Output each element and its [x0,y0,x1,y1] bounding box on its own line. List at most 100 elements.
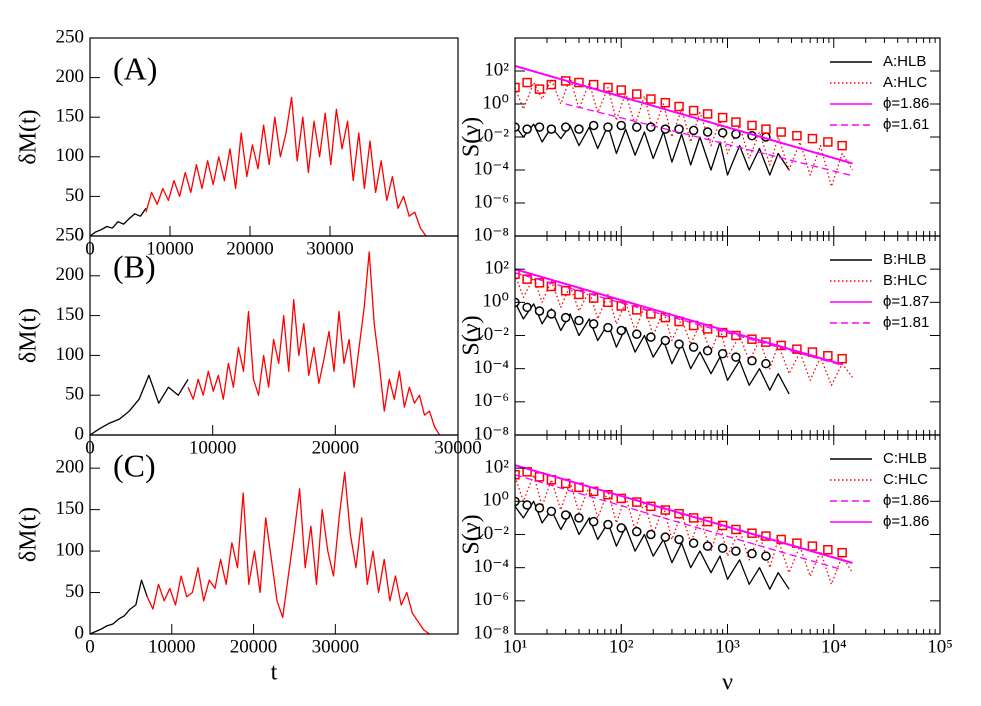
marker [546,309,557,319]
line-series [515,268,843,366]
marker [546,124,557,134]
y-axis-label: δM(t) [16,308,42,363]
marker [603,297,613,308]
y-tick-label: 10⁻⁸ [473,224,509,245]
legend-label: B:HLB [883,251,926,268]
marker [807,541,818,551]
marker [761,358,771,369]
x-tick-label: 10² [609,636,634,657]
line-series [515,272,843,366]
plot-area [90,96,427,236]
marker [823,137,833,147]
y-tick-label: 200 [56,457,85,478]
marker [702,127,713,137]
plot-area [515,65,854,188]
marker [632,305,642,315]
legend-label: B:HLC [883,272,927,289]
marker [747,356,757,366]
marker [534,278,545,288]
marker [560,122,571,132]
legend-label: C:HLC [883,471,928,488]
line-series [187,251,441,435]
panel-label: (C) [113,447,156,483]
y-tick-label: 10⁰ [482,92,509,113]
marker [632,89,642,99]
line-series [515,123,790,176]
marker [837,547,847,558]
x-tick-label: 30000 [306,238,354,259]
legend-label: C:HLB [883,450,927,467]
x-tick-label: 20000 [312,437,360,458]
frame [514,434,941,635]
marker [823,545,833,555]
y-tick-label: 10⁰ [482,490,509,511]
marker [534,122,545,132]
marker [603,489,613,500]
y-tick-label: 100 [56,344,85,365]
y-tick-label: 100 [56,539,85,560]
plot-area [515,464,854,590]
marker [747,120,757,131]
line-series [515,464,853,564]
marker [616,493,626,504]
line-series [90,207,147,236]
marker [522,77,532,88]
y-axis-label: S(ν) [459,117,485,157]
marker [534,84,545,94]
marker [632,526,642,537]
marker [588,516,599,527]
marker [717,112,728,123]
line-series [90,374,189,435]
legend-label: ϕ=1.86 [883,95,929,112]
marker [688,105,699,116]
marker [674,124,684,134]
marker [717,543,728,553]
panel: 10⁻⁸ 10⁻⁶ 10⁻⁴ 10⁻² 10⁰ 10² B:HLB B:HLC ϕ=1.87 ϕ=… [459,235,941,444]
y-tick-label: 10⁻⁶ [473,390,509,411]
y-tick-label: 10⁻⁶ [473,191,509,212]
y-tick-label: 0 [75,423,85,444]
y-tick-label: 10⁰ [482,291,509,312]
marker [702,109,713,119]
marker [574,124,584,134]
y-tick-label: 150 [56,304,85,325]
panel: 0 10000 20000 30000 0 50 100 150 200 250 (B) δM(t) [16,224,482,458]
plot-area [90,471,430,634]
legend-label: A:HLB [883,53,926,70]
y-tick-label: 10⁻² [474,324,509,345]
y-tick-label: 10² [484,59,509,80]
panel: 10¹ 10² 10³ 10⁴ 10⁵ 10⁻⁸ 10⁻⁶ 10⁻⁴ 10⁻² 10⁰ 10² C:H… [459,434,953,696]
marker [776,127,786,137]
legend-label: ϕ=1.61 [883,116,929,133]
y-tick-label: 0 [75,622,85,643]
marker [546,79,557,90]
line-series [90,579,148,634]
marker [688,538,699,548]
x-tick-label: 10000 [148,636,196,657]
marker [632,329,642,339]
marker [792,130,802,141]
line-series [565,103,853,177]
marker [731,546,741,556]
legend-label: ϕ=1.86 [883,513,929,530]
line-series [515,474,854,585]
marker [534,503,545,513]
marker [646,122,656,132]
y-tick-label: 10⁻² [474,523,509,544]
marker [515,122,520,132]
marker [717,520,728,531]
marker [588,120,599,131]
x-tick-label: 10000 [146,238,194,259]
y-tick-label: 250 [56,26,85,47]
plot-area [90,251,441,435]
line-series [515,302,790,395]
x-tick-label: 0 [85,636,95,657]
legend-label: ϕ=1.81 [883,314,929,331]
y-tick-label: 10⁻⁴ [473,556,509,577]
marker [731,117,741,127]
marker [674,339,684,349]
marker [616,85,626,95]
marker [717,128,728,138]
marker [660,97,671,108]
marker [674,101,684,112]
